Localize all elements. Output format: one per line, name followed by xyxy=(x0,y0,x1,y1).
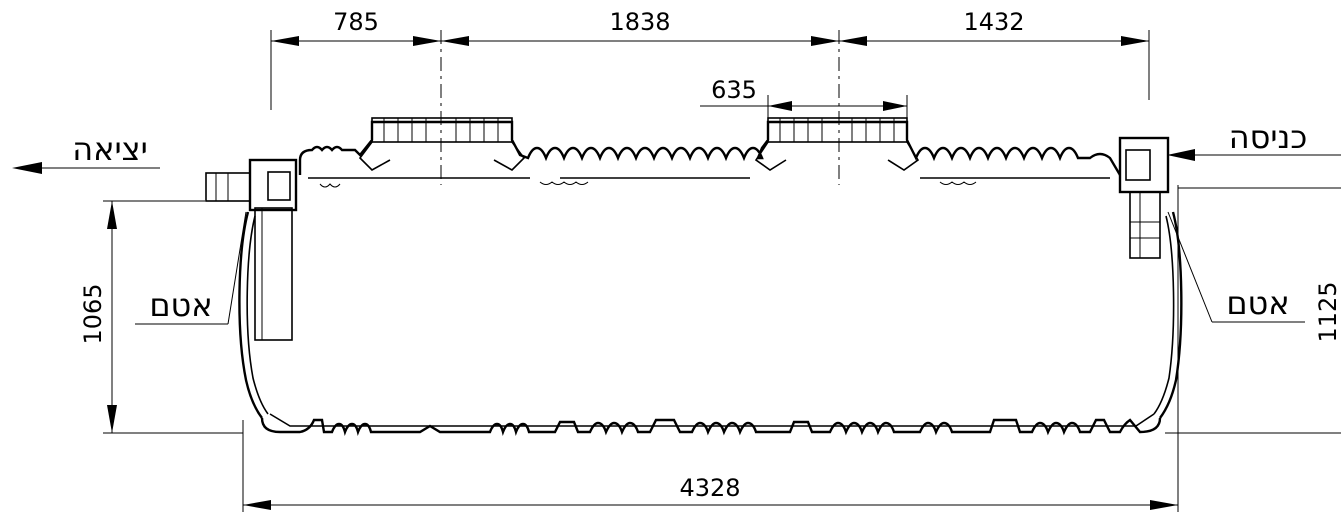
inlet-pipe xyxy=(1118,136,1170,259)
manhole-left xyxy=(358,117,526,171)
label-outlet: יציאה xyxy=(72,130,148,168)
dim-outlet-height: 1065 xyxy=(79,283,107,344)
dim-inlet-height: 1125 xyxy=(1314,281,1341,342)
outlet-pipe xyxy=(205,158,298,341)
dim-manhole-width: 635 xyxy=(711,76,757,104)
dim-top-middle: 1838 xyxy=(609,8,670,36)
dim-top-right: 1432 xyxy=(963,8,1024,36)
dim-overall-length: 4328 xyxy=(679,474,740,502)
dimension-lines xyxy=(12,30,1341,512)
tank-body xyxy=(205,117,1183,437)
label-plug-right: אטם xyxy=(1226,284,1289,322)
label-inlet: כניסה xyxy=(1229,118,1308,156)
label-plug-left: אטם xyxy=(149,286,212,324)
dim-top-left: 785 xyxy=(333,8,379,36)
manhole-right xyxy=(754,117,920,171)
